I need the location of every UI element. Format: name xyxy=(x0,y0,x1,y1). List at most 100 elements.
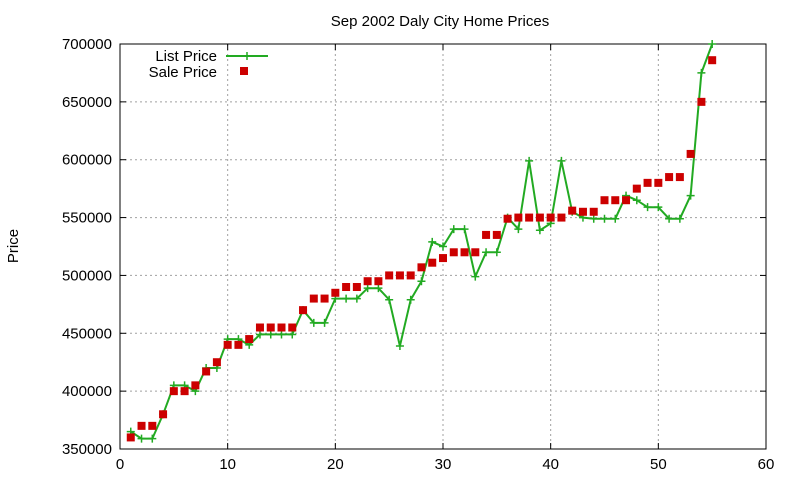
y-tick-label: 350000 xyxy=(62,441,112,458)
sale-price-point xyxy=(159,410,168,419)
list-price-point xyxy=(600,214,609,223)
list-price-point xyxy=(342,294,351,303)
sale-price-point xyxy=(417,263,426,272)
x-tick-label: 40 xyxy=(542,456,559,473)
axis-ticks: 0 10 20 30 40 50 60 350000 400000 450000 500000 550… xyxy=(62,36,774,473)
sale-price-point xyxy=(309,294,318,303)
legend-plus-marker xyxy=(243,52,251,60)
sale-price-point xyxy=(288,323,297,332)
list-price-point xyxy=(492,248,501,257)
list-price-line xyxy=(130,43,714,440)
list-price-point xyxy=(482,248,491,257)
list-price-point xyxy=(255,330,264,339)
sale-price-point xyxy=(589,207,598,216)
sale-price-point xyxy=(385,271,394,280)
list-price-point xyxy=(643,203,652,212)
list-price-point xyxy=(428,237,437,246)
list-price-point xyxy=(525,156,534,165)
list-price-point xyxy=(352,294,361,303)
list-price-point xyxy=(514,225,523,234)
plot-frame xyxy=(119,43,767,450)
sale-price-point xyxy=(535,213,544,222)
series-list-price xyxy=(126,40,717,443)
y-axis-label: Price xyxy=(5,229,22,263)
sale-price-point xyxy=(482,230,491,239)
list-price-point xyxy=(363,284,372,293)
sale-price-point xyxy=(406,271,415,280)
y-tick-label: 400000 xyxy=(62,383,112,400)
y-tick-label: 450000 xyxy=(62,325,112,342)
list-price-point xyxy=(535,226,544,235)
list-price-point xyxy=(589,214,598,223)
sale-price-point xyxy=(191,381,200,390)
list-price-point xyxy=(439,242,447,251)
sale-price-point xyxy=(578,207,587,216)
list-price-point xyxy=(460,225,469,234)
sale-price-point xyxy=(234,340,243,349)
sale-price-point xyxy=(557,213,566,222)
list-price-point xyxy=(611,214,620,223)
list-price-point xyxy=(385,295,394,304)
series-sale-price xyxy=(126,56,717,442)
sale-price-point xyxy=(395,271,404,280)
data-series xyxy=(126,40,717,443)
sale-price-point xyxy=(546,213,555,222)
sale-price-point xyxy=(342,283,351,291)
sale-price-point xyxy=(686,149,695,158)
list-price-point xyxy=(665,214,674,223)
list-price-point xyxy=(395,342,404,351)
sale-price-point xyxy=(654,178,663,187)
y-tick-label: 600000 xyxy=(62,152,112,169)
list-price-point xyxy=(686,191,695,200)
list-price-point xyxy=(374,284,383,293)
sale-price-point xyxy=(492,230,501,239)
sale-price-point xyxy=(632,184,641,193)
y-tick-label: 650000 xyxy=(62,94,112,111)
sale-price-point xyxy=(137,421,146,430)
sale-price-point xyxy=(514,213,523,222)
sale-price-point xyxy=(363,277,372,286)
x-tick-label: 30 xyxy=(435,456,452,473)
x-tick-label: 20 xyxy=(327,456,344,473)
list-price-point xyxy=(632,196,641,205)
sale-price-point xyxy=(255,323,264,332)
list-price-point xyxy=(309,318,318,327)
chart-title: Sep 2002 Daly City Home Prices xyxy=(331,13,549,30)
sale-price-point xyxy=(643,178,652,187)
sale-price-point xyxy=(202,367,211,376)
sale-price-point xyxy=(428,258,437,267)
legend-label-list-price: List Price xyxy=(155,48,217,65)
list-price-point xyxy=(137,434,146,443)
list-price-point xyxy=(675,214,684,223)
sale-price-point xyxy=(320,294,329,303)
x-tick-label: 10 xyxy=(219,456,236,473)
sale-price-point xyxy=(439,254,447,263)
sale-price-point xyxy=(449,248,458,257)
sale-price-point xyxy=(266,323,275,332)
sale-price-point xyxy=(223,340,232,349)
sale-price-point xyxy=(277,323,286,332)
list-price-point xyxy=(654,203,663,212)
sale-price-point xyxy=(697,97,706,106)
list-price-point xyxy=(288,330,297,339)
sale-price-point xyxy=(675,173,684,182)
sale-price-point xyxy=(180,387,189,396)
x-tick-label: 50 xyxy=(650,456,667,473)
sale-price-point xyxy=(708,56,717,65)
sale-price-point xyxy=(212,358,221,367)
sale-price-point xyxy=(665,173,674,182)
sale-price-point xyxy=(374,277,383,286)
list-price-point xyxy=(449,225,458,234)
sale-price-point xyxy=(245,335,254,344)
sale-price-point xyxy=(331,288,340,297)
list-price-point xyxy=(557,156,566,165)
sale-price-point xyxy=(460,248,469,257)
sale-price-point xyxy=(568,206,577,215)
list-price-point xyxy=(417,277,426,286)
list-price-point xyxy=(697,68,706,77)
y-tick-label: 500000 xyxy=(62,267,112,284)
list-price-point xyxy=(266,330,275,339)
sale-price-point xyxy=(525,213,534,222)
